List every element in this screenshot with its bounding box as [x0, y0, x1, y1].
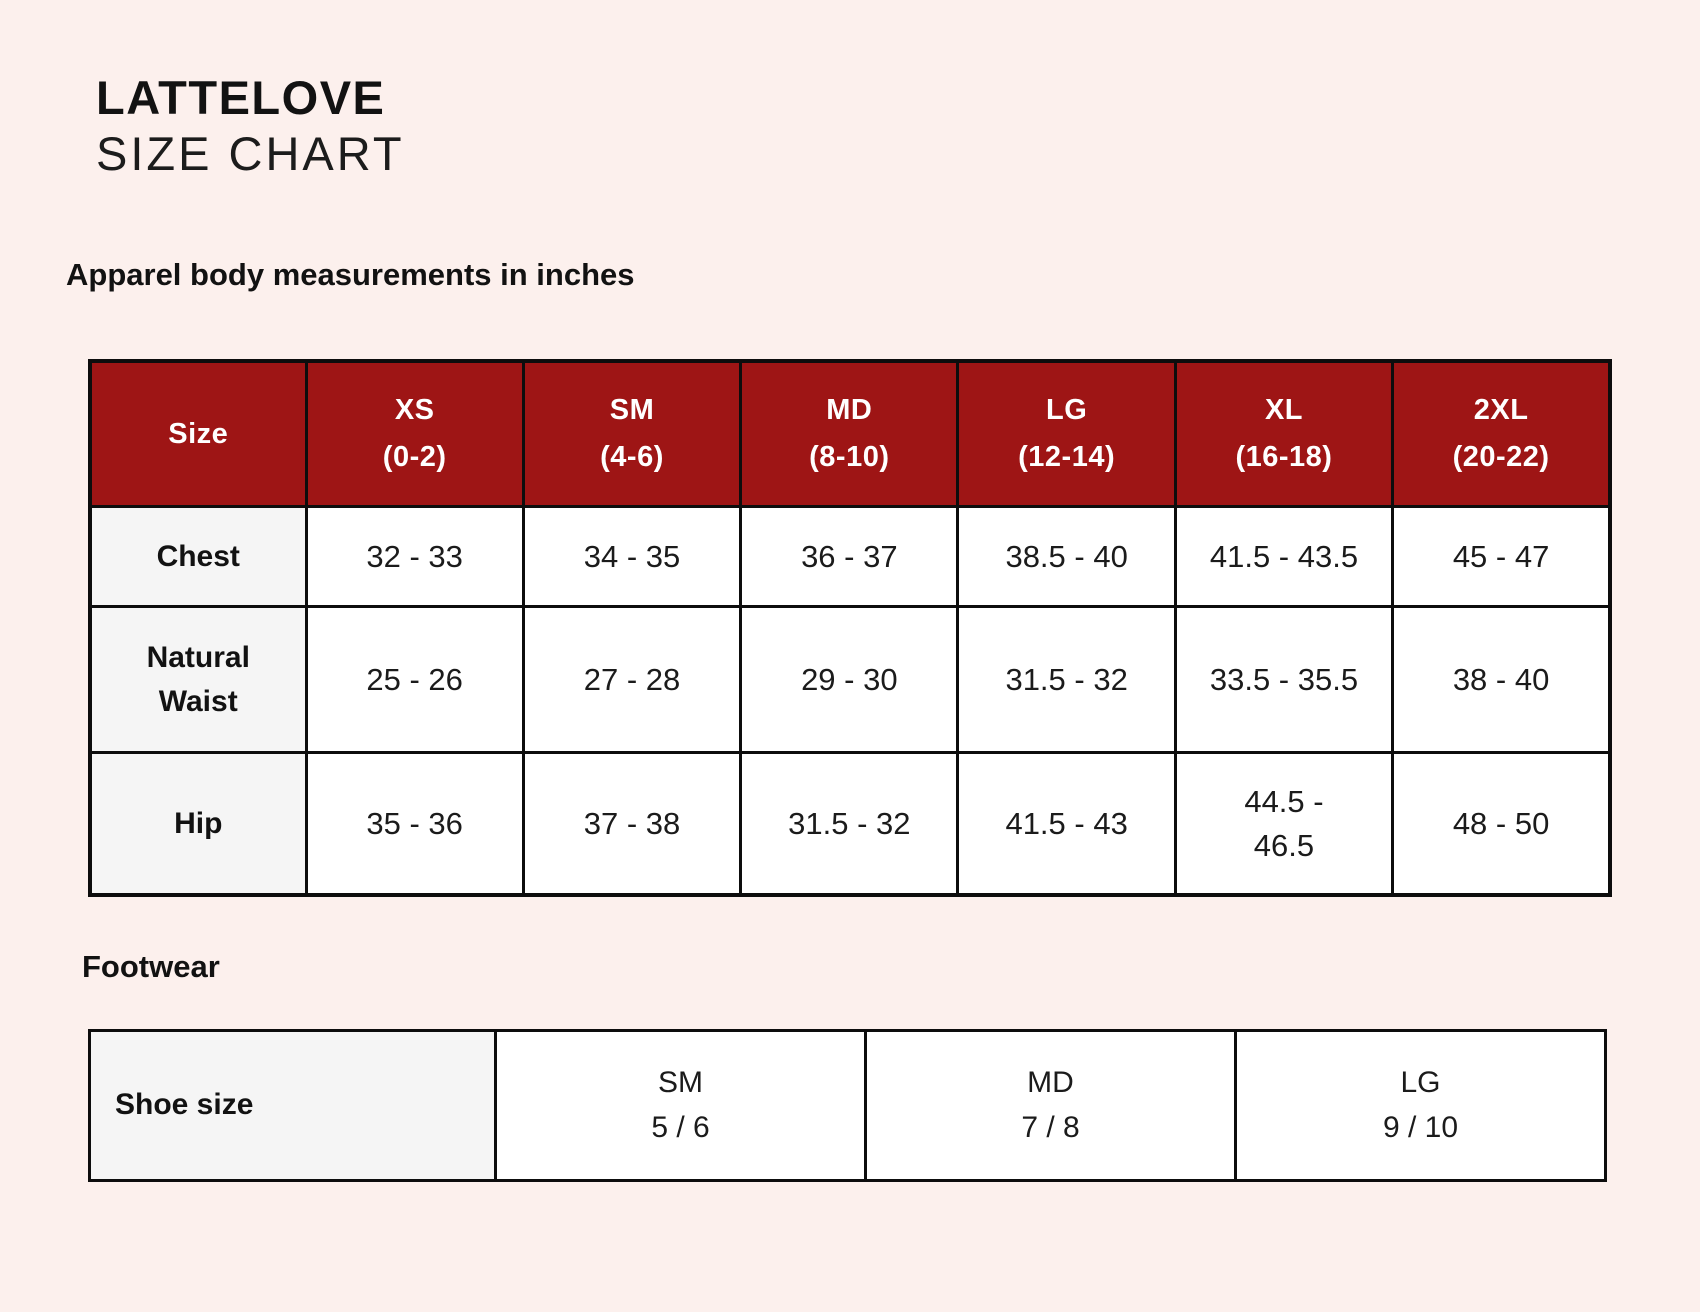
header-cell-xl: XL (16-18): [1173, 359, 1395, 509]
shoe-size-sm-cell: SM 5 / 6: [494, 1028, 867, 1182]
waist-md-value: 29 - 30: [739, 605, 960, 755]
size-range: (4-6): [600, 441, 664, 474]
footwear-table: Shoe size SM 5 / 6 MD 7 / 8 LG 9 / 10: [88, 1028, 1607, 1182]
size-header-label: Size: [168, 417, 229, 450]
page-subtitle: SIZE CHART: [96, 127, 405, 181]
footwear-section-heading: Footwear: [82, 948, 220, 984]
hip-lg-value: 41.5 - 43: [956, 751, 1177, 897]
shoe-size-range: 9 / 10: [1382, 1111, 1459, 1145]
chest-md-value: 36 - 37: [739, 505, 960, 609]
header-cell-md: MD (8-10): [739, 359, 960, 509]
shoe-size-name: LG: [1400, 1066, 1441, 1100]
shoe-size-range: 5 / 6: [651, 1111, 710, 1145]
row-label-natural-waist: Natural Waist: [88, 605, 308, 755]
waist-xl-value: 33.5 - 35.5: [1173, 605, 1395, 755]
waist-lg-value: 31.5 - 32: [956, 605, 1177, 755]
size-name: 2XL: [1473, 394, 1529, 427]
shoe-size-name: MD: [1027, 1066, 1074, 1100]
shoe-size-md-cell: MD 7 / 8: [864, 1028, 1237, 1182]
waist-2xl-value: 38 - 40: [1391, 605, 1612, 755]
shoe-size-name: SM: [658, 1066, 703, 1100]
chest-row: Chest 32 - 33 34 - 35 36 - 37 38.5 - 40 …: [88, 505, 1612, 609]
header-cell-2xl: 2XL (20-22): [1391, 359, 1612, 509]
shoe-size-lg-cell: LG 9 / 10: [1234, 1028, 1607, 1182]
apparel-header-row: Size XS (0-2) SM (4-6) MD (8-10) LG (12-…: [88, 359, 1612, 509]
row-label-hip: Hip: [88, 751, 308, 897]
size-range: (16-18): [1235, 441, 1333, 474]
size-name: MD: [826, 394, 873, 427]
size-range: (8-10): [809, 441, 890, 474]
waist-xs-value: 25 - 26: [304, 605, 525, 755]
size-name: SM: [609, 394, 655, 427]
size-range: (20-22): [1452, 441, 1550, 474]
row-label-chest: Chest: [88, 505, 308, 609]
hip-md-value: 31.5 - 32: [739, 751, 960, 897]
chest-sm-value: 34 - 35: [521, 505, 743, 609]
size-range: (0-2): [382, 441, 447, 474]
size-range: (12-14): [1018, 441, 1116, 474]
apparel-measurements-table: Size XS (0-2) SM (4-6) MD (8-10) LG (12-…: [88, 358, 1612, 897]
hip-sm-value: 37 - 38: [521, 751, 743, 897]
chest-xs-value: 32 - 33: [304, 505, 525, 609]
size-name: XL: [1264, 394, 1303, 427]
chest-lg-value: 38.5 - 40: [956, 505, 1177, 609]
row-label-shoe-size: Shoe size: [88, 1028, 497, 1182]
natural-waist-row: Natural Waist 25 - 26 27 - 28 29 - 30 31…: [88, 605, 1612, 755]
shoe-size-range: 7 / 8: [1021, 1111, 1080, 1145]
chest-2xl-value: 45 - 47: [1391, 505, 1612, 609]
shoe-size-row: Shoe size SM 5 / 6 MD 7 / 8 LG 9 / 10: [88, 1028, 1607, 1182]
waist-sm-value: 27 - 28: [521, 605, 743, 755]
header-cell-size: Size: [88, 359, 308, 509]
chest-xl-value: 41.5 - 43.5: [1173, 505, 1395, 609]
apparel-section-heading: Apparel body measurements in inches: [66, 256, 635, 292]
header-cell-lg: LG (12-14): [956, 359, 1177, 509]
header-cell-xs: XS (0-2): [304, 359, 525, 509]
size-name: XS: [394, 394, 435, 427]
hip-xl-value: 44.5 - 46.5: [1173, 751, 1395, 897]
hip-row: Hip 35 - 36 37 - 38 31.5 - 32 41.5 - 43 …: [88, 751, 1612, 897]
hip-xs-value: 35 - 36: [304, 751, 525, 897]
size-name: LG: [1046, 394, 1088, 427]
hip-2xl-value: 48 - 50: [1391, 751, 1612, 897]
header-cell-sm: SM (4-6): [521, 359, 743, 509]
brand-title: LATTELOVE: [96, 71, 386, 124]
size-chart-page: LATTELOVE SIZE CHART Apparel body measur…: [66, 71, 1612, 1182]
